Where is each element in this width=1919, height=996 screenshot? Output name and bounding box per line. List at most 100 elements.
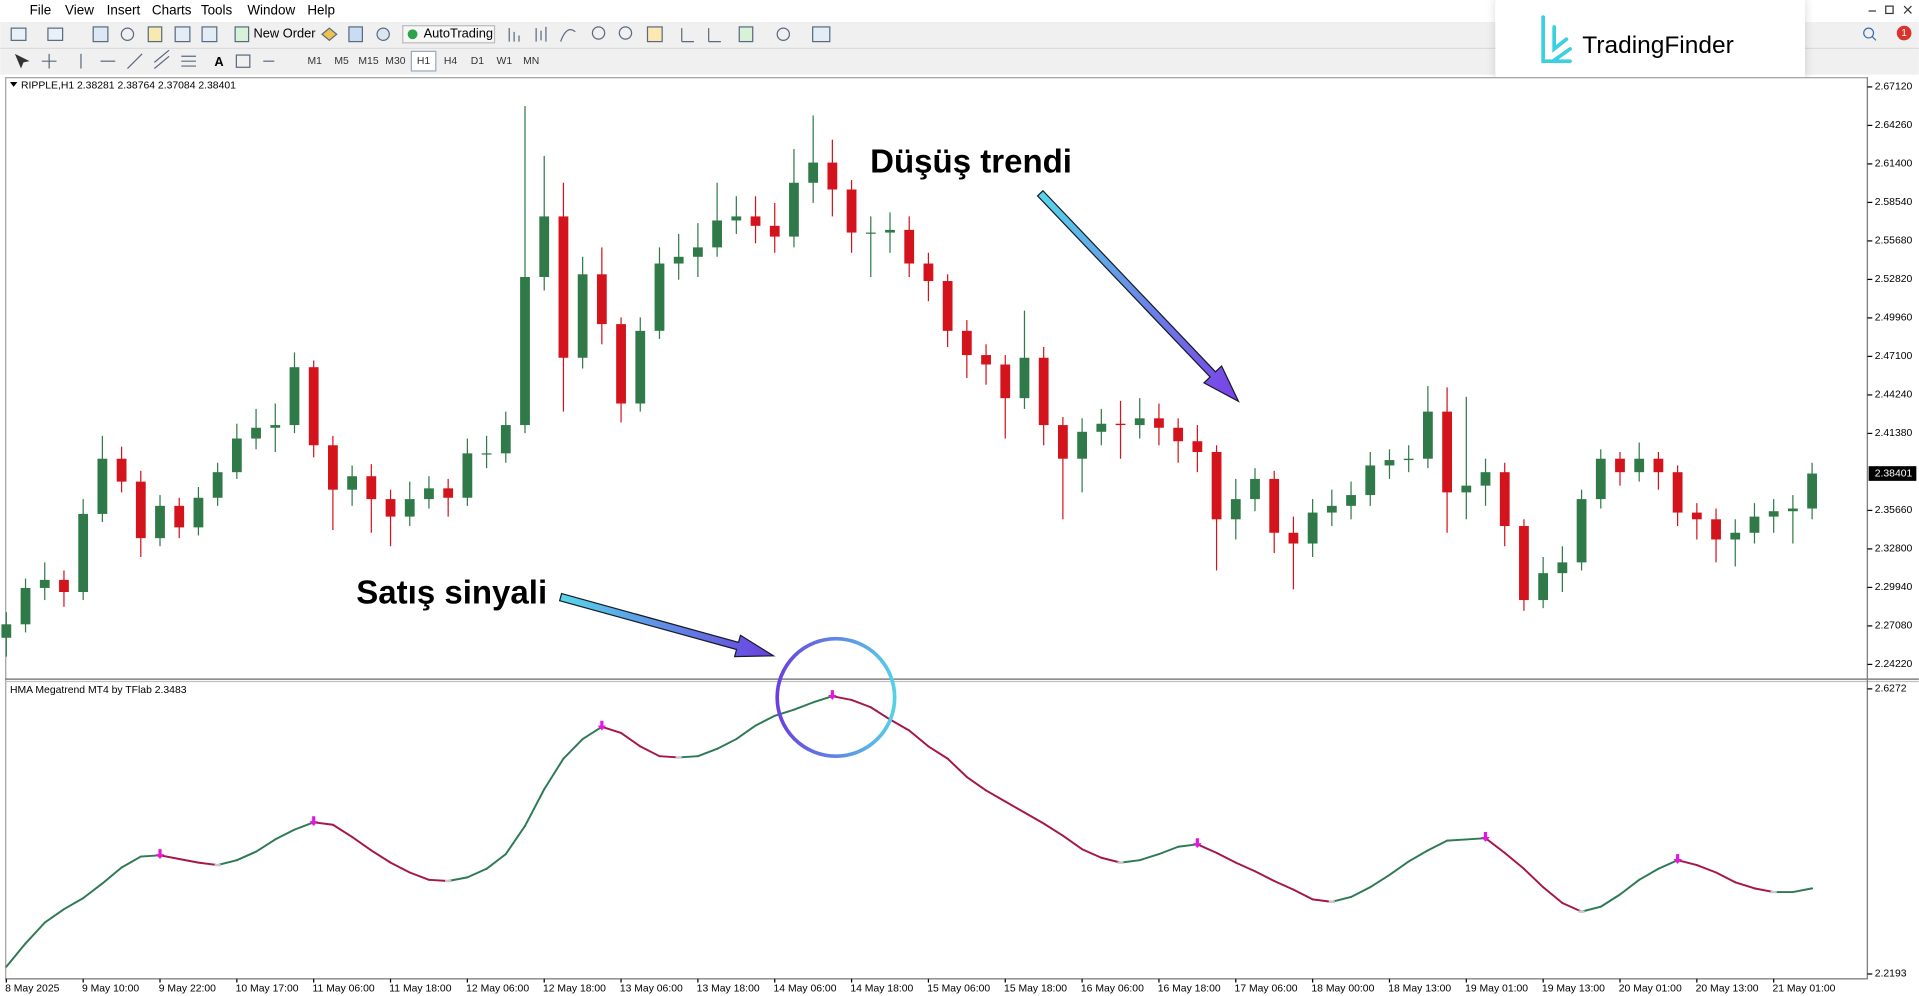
x-tick-label: 18 May 13:00 xyxy=(1388,983,1451,994)
candle-body xyxy=(1384,460,1395,466)
candle-body xyxy=(443,488,454,498)
menu-item[interactable]: View xyxy=(65,3,94,18)
candle-body xyxy=(481,453,492,455)
timeframe-button[interactable]: H1 xyxy=(417,56,431,67)
trend-line-segment xyxy=(1061,834,1084,851)
candle-body xyxy=(1403,458,1414,461)
trend-line-segment xyxy=(216,859,238,867)
candle-body xyxy=(347,476,358,490)
menu-bar xyxy=(0,0,1919,23)
menu-item[interactable]: Insert xyxy=(107,3,141,18)
sell-signal xyxy=(1481,832,1490,842)
trend-line-segment xyxy=(1273,880,1295,891)
last-price-label: 2.38401 xyxy=(1875,468,1913,479)
timeframe-button[interactable]: M30 xyxy=(385,56,405,67)
trend-line-segment xyxy=(1638,867,1660,881)
x-tick-label: 16 May 18:00 xyxy=(1158,983,1221,994)
candle-body xyxy=(654,263,665,331)
menu-item[interactable]: Window xyxy=(247,3,295,18)
menu: File View Insert Charts Tools Window Help xyxy=(30,3,335,18)
candle-body xyxy=(59,579,69,592)
y-tick-label: 2.52820 xyxy=(1875,274,1913,285)
trend-line-segment xyxy=(447,876,469,882)
candle-body xyxy=(673,256,684,264)
trend-line-segment xyxy=(1157,845,1180,856)
candle-body xyxy=(385,499,396,517)
trend-line-segment xyxy=(1369,873,1391,889)
trend-turn xyxy=(1117,861,1124,864)
candle-body xyxy=(1595,458,1606,500)
signal-annotation: Satış sinyali xyxy=(356,573,547,610)
timeframe-button[interactable]: M1 xyxy=(307,56,322,67)
x-tick-label: 14 May 18:00 xyxy=(850,983,913,994)
trend-line-segment xyxy=(600,725,623,734)
trend-line-segment xyxy=(255,838,277,853)
y-tick-label: 2.49960 xyxy=(1875,313,1913,324)
indicator-header: HMA Megatrend MT4 by TFlab 2.3483 xyxy=(10,685,187,696)
candle-body xyxy=(731,216,742,221)
window-controls xyxy=(1863,5,1912,41)
trend-line-segment xyxy=(1350,886,1372,898)
x-tick-label: 17 May 06:00 xyxy=(1235,983,1298,994)
candle-body xyxy=(1211,451,1222,520)
timeframe-button[interactable]: H4 xyxy=(444,56,458,67)
trend-line-segment xyxy=(1619,878,1641,896)
x-tick-label: 16 May 06:00 xyxy=(1081,983,1144,994)
candle-body xyxy=(789,182,799,237)
x-tick-label: 20 May 01:00 xyxy=(1619,983,1682,994)
menu-item[interactable]: Tools xyxy=(201,3,233,18)
candle-body xyxy=(865,232,876,234)
candle-body xyxy=(1442,411,1452,493)
menu-item[interactable]: Help xyxy=(307,3,335,18)
trend-line-segment xyxy=(1388,860,1410,876)
trend-turn xyxy=(214,863,221,867)
trend-turn xyxy=(675,756,682,759)
timeframe-button[interactable]: MN xyxy=(523,56,539,67)
menu-item[interactable]: File xyxy=(30,3,52,18)
trend-line-segment xyxy=(1023,811,1045,825)
timeframe-button[interactable]: M15 xyxy=(358,56,378,67)
candle-body xyxy=(97,458,108,514)
candle-body xyxy=(539,216,550,277)
trend-line-segment xyxy=(677,755,699,759)
candle-body xyxy=(1019,357,1030,399)
menu-item[interactable]: Charts xyxy=(152,3,192,18)
y-tick-label: 2.32800 xyxy=(1875,544,1913,555)
trend-line-segment xyxy=(312,821,334,826)
timeframe-button[interactable]: W1 xyxy=(497,56,513,67)
candle-body xyxy=(1730,532,1741,540)
candle-body xyxy=(1422,411,1433,459)
trend-line-segment xyxy=(524,788,546,827)
candle-body xyxy=(1653,458,1664,473)
trend-line-segment xyxy=(1503,851,1525,870)
notification-badge[interactable] xyxy=(1896,25,1912,41)
trend-line-segment xyxy=(1695,864,1718,874)
trend-line-segment xyxy=(1081,848,1103,859)
trend-line-segment xyxy=(1215,851,1237,864)
candle-body xyxy=(1672,472,1683,513)
logo-card xyxy=(1495,0,1805,89)
y-tick-label: 2.58540 xyxy=(1875,197,1913,208)
text-tool[interactable]: A xyxy=(214,54,223,69)
candle-body xyxy=(827,162,838,190)
candle-body xyxy=(693,247,703,257)
trend-line-segment xyxy=(1407,849,1429,863)
trend-line-segment xyxy=(1100,856,1122,864)
candle-body xyxy=(1691,512,1702,520)
trend-line-segment xyxy=(965,776,988,792)
x-tick-label: 21 May 01:00 xyxy=(1772,983,1835,994)
auto-trading-button[interactable]: AutoTrading xyxy=(424,26,493,41)
timeframe-button[interactable]: M5 xyxy=(334,56,349,67)
trend-line-segment xyxy=(466,867,488,879)
candle-body xyxy=(1346,495,1356,506)
new-order-button[interactable]: New Order xyxy=(253,26,316,41)
sell-signal xyxy=(828,690,837,700)
candle-body xyxy=(1154,418,1164,428)
trend-line-segment xyxy=(696,747,719,758)
candle-body xyxy=(366,476,377,500)
candle-body xyxy=(462,453,473,498)
candle-body xyxy=(1807,473,1817,509)
timeframe-button[interactable]: D1 xyxy=(471,56,485,67)
sell-signal xyxy=(597,720,607,731)
trend-line-segment xyxy=(792,701,815,711)
